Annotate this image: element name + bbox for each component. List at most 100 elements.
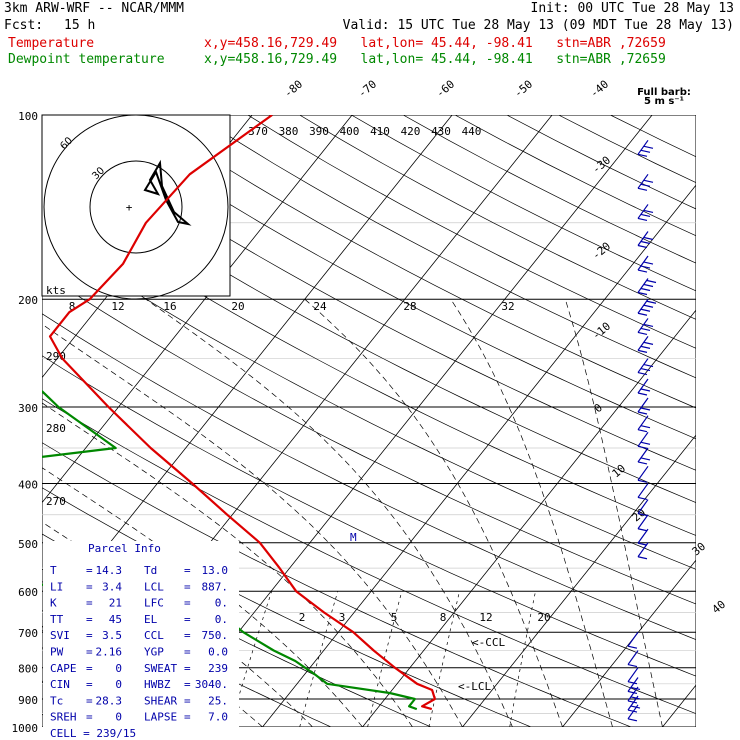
parcel-value: 7.0 (208, 711, 228, 724)
wind-barb-staff (627, 677, 639, 692)
wind-barb-flag (627, 663, 638, 668)
wind-barb-flag (640, 265, 651, 269)
parcel-value: 0. (215, 597, 228, 610)
dewpoint-legend-label: Dewpoint temperature (8, 52, 165, 67)
header-init: Init: 00 UTC Tue 28 May 13 (530, 1, 735, 16)
pressure-tick-label: 300 (18, 402, 38, 415)
parcel-label: PW (50, 646, 64, 659)
wind-barb-flag (637, 349, 648, 353)
parcel-value: 2.16 (96, 646, 123, 659)
isotherm-label: -60 (434, 78, 458, 101)
parcel-value: 28.3 (96, 694, 123, 707)
wind-barb-flag (637, 445, 648, 449)
parcel-eq: = (86, 678, 93, 691)
parcel-value: 239 (208, 662, 228, 675)
wind-barb-flag (640, 407, 651, 411)
wind-barb-flag (637, 371, 648, 376)
annotation-m: M (350, 531, 357, 544)
isotherm-label: -30 (590, 154, 614, 177)
theta-label: 440 (462, 125, 482, 138)
parcel-eq: = (86, 613, 93, 626)
dry-adiabat (506, 115, 696, 210)
hodograph-speed-label: 20 (231, 300, 244, 313)
wind-barb (637, 278, 657, 296)
parcel-eq: = (184, 678, 191, 691)
dry-adiabat (610, 115, 696, 158)
dry-adiabat (42, 192, 696, 536)
wind-barb-flag (637, 528, 648, 532)
wind-barb-staff (637, 173, 649, 189)
wind-barb-flag (637, 392, 648, 396)
parcel-eq: = (86, 629, 93, 642)
wind-barb-flag (630, 705, 641, 709)
wind-barb-staff (637, 542, 649, 558)
wind-barb-flag (640, 213, 651, 218)
wind-barb-staff (637, 298, 649, 314)
wind-barb-flag (637, 312, 648, 316)
wind-barb-staff (627, 704, 639, 720)
wind-barb-flag (640, 345, 651, 349)
dewpoint-line (42, 389, 418, 711)
header-fcst-value: 15 h (64, 18, 96, 33)
wind-barb-staff (637, 415, 649, 431)
wind-barb-staff (637, 483, 649, 498)
wind-barb-flag (640, 441, 651, 445)
pressure-tick-label: 800 (18, 663, 38, 676)
wind-barb-flag (627, 681, 638, 685)
moist-adiabat (450, 299, 613, 727)
parcel-value: 0 (115, 678, 122, 691)
wind-barb-flag (643, 323, 654, 328)
wind-barb-flag (637, 556, 648, 560)
wind-barbs (627, 139, 657, 722)
dry-adiabat (42, 153, 696, 503)
dry-adiabat (42, 355, 696, 677)
isotherm (462, 434, 696, 727)
dry-adiabat-label: 290 (46, 350, 66, 363)
parcel-eq: = (184, 711, 191, 724)
parcel-eq: = (184, 629, 191, 642)
mixing-ratio-line (229, 591, 273, 727)
hodograph-speed-label: 32 (501, 300, 514, 313)
wind-barb-staff (637, 528, 649, 544)
wind-barb-staff (637, 447, 649, 463)
dry-adiabat (42, 272, 696, 605)
wind-barb-staff (637, 231, 649, 246)
wind-barb (637, 204, 654, 222)
wind-barb-staff (627, 631, 639, 647)
parcel-value: 13.0 (202, 564, 229, 577)
mixing-ratio-label: 20 (537, 611, 550, 624)
wind-barb-flag (643, 283, 654, 288)
pressure-tick-label: 100 (18, 110, 38, 123)
wind-barb-flag (627, 709, 638, 713)
hodograph-box (41, 114, 231, 297)
parcel-eq: = (86, 662, 93, 675)
isotherm-label: -70 (356, 78, 380, 101)
theta-label: 420 (401, 125, 421, 138)
wind-barb-flag (643, 179, 654, 183)
dry-adiabat (144, 115, 696, 409)
wind-barb-flag (637, 512, 648, 517)
parcel-label: EL (144, 613, 158, 626)
dry-adiabat (42, 398, 696, 714)
parcel-label: LI (50, 580, 63, 593)
temperature-legend-info: x,y=458.16,729.49 lat,lon= 45.44, -98.41… (204, 36, 666, 51)
wind-barb (627, 677, 641, 695)
moist-adiabat (145, 298, 513, 727)
wind-barb-staff (637, 318, 649, 333)
parcel-label: K (50, 597, 57, 610)
barb-note-line2: 5 m s⁻¹ (644, 96, 684, 107)
wind-barb-flag (637, 429, 648, 433)
wind-barb-staff (627, 667, 639, 683)
parcel-info-bg (43, 541, 239, 727)
theta-label: 390 (309, 125, 329, 138)
wind-barb (637, 298, 657, 316)
dry-adiabat (42, 313, 696, 640)
wind-barb-flag (640, 287, 651, 292)
parcel-eq: = (86, 597, 93, 610)
moist-adiabat (304, 298, 563, 727)
isotherm (562, 559, 696, 727)
parcel-label: SWEAT (144, 662, 177, 675)
wind-barb-flag (646, 279, 657, 284)
parcel-eq: = (86, 564, 93, 577)
wind-barb-flag (637, 331, 648, 336)
